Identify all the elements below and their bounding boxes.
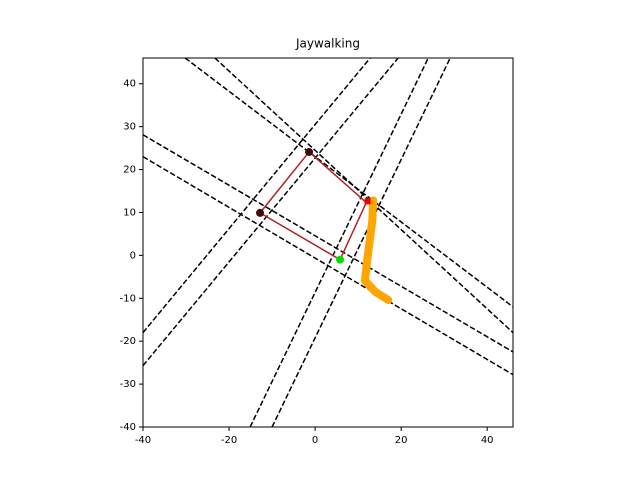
x-tick-label: 40 bbox=[481, 435, 494, 446]
dashed-line bbox=[143, 134, 513, 353]
chart-title: Jaywalking bbox=[295, 37, 360, 51]
x-tick-label: -20 bbox=[221, 435, 237, 446]
dashed-line bbox=[214, 58, 513, 334]
path-line bbox=[361, 196, 393, 304]
x-tick-label: -40 bbox=[135, 435, 151, 446]
y-tick-label: 10 bbox=[123, 207, 136, 218]
dashed-line bbox=[249, 58, 429, 427]
dashed-line bbox=[271, 58, 451, 427]
axes-frame bbox=[142, 57, 514, 428]
y-tick-label: 40 bbox=[123, 79, 136, 90]
y-tick-label: -30 bbox=[120, 379, 136, 390]
y-tick-label: -10 bbox=[120, 293, 136, 304]
dashed-line bbox=[143, 58, 371, 334]
point-marker bbox=[336, 255, 345, 264]
square-marker bbox=[364, 198, 371, 205]
dashed-line bbox=[143, 58, 399, 367]
y-tick-label: 30 bbox=[123, 122, 136, 133]
plot-area bbox=[143, 58, 513, 427]
y-tick-label: -40 bbox=[120, 422, 136, 433]
x-tick-label: 20 bbox=[395, 435, 408, 446]
y-tick-label: 0 bbox=[130, 250, 136, 261]
point-marker bbox=[305, 147, 314, 156]
point-marker bbox=[256, 208, 265, 217]
y-tick-label: 20 bbox=[123, 165, 136, 176]
x-tick-label: 0 bbox=[312, 435, 318, 446]
y-tick-label: -20 bbox=[120, 336, 136, 347]
